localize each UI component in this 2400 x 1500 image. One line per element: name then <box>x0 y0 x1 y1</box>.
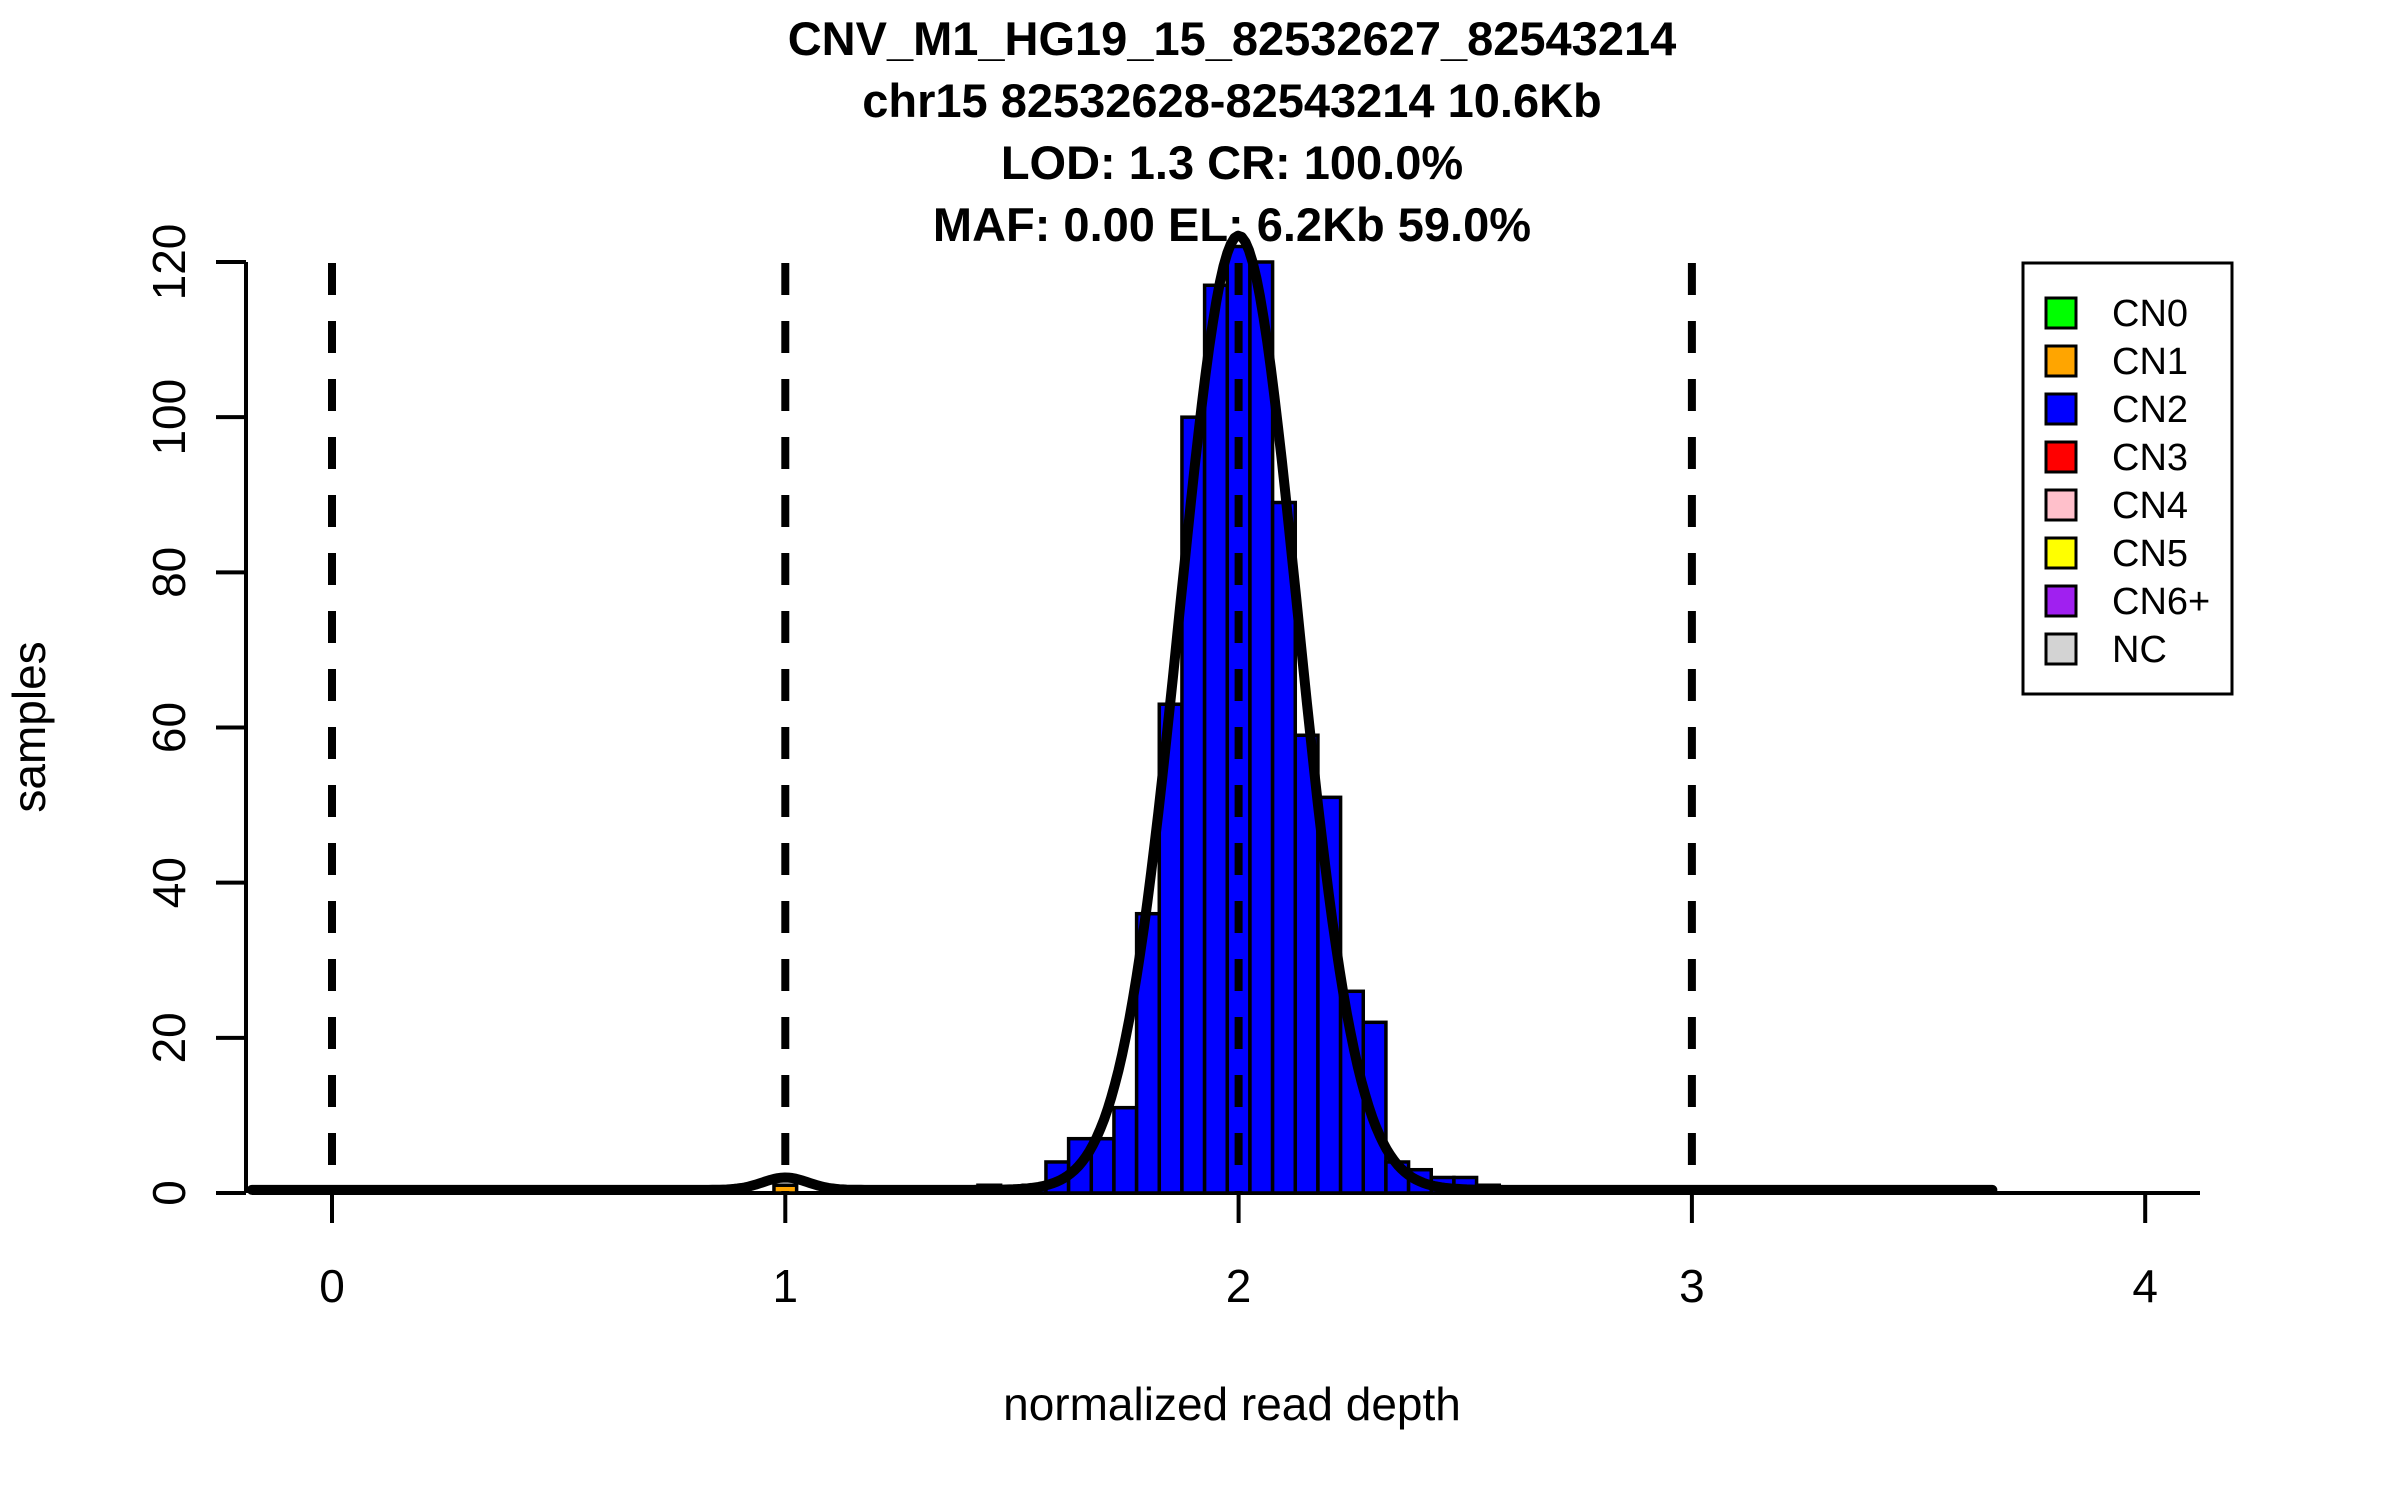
legend-label-nc: NC <box>2112 629 2167 671</box>
legend-label-cn1: CN1 <box>2112 341 2188 383</box>
x-axis-label: normalized read depth <box>1003 1378 1461 1430</box>
legend-swatch-cn3 <box>2044 440 2078 474</box>
legend-swatch-cn4 <box>2044 488 2078 522</box>
histogram-bar-cn2 <box>1270 500 1298 1195</box>
x-tick-label: 2 <box>1226 1260 1252 1312</box>
histogram-bar-cn2 <box>1361 1020 1388 1195</box>
plot-content: 0 1 2 3 4020406080100120CN0CN1CN2CN3CN4CN5CN… <box>143 224 2234 1312</box>
legend-label-cn5: CN5 <box>2112 533 2188 575</box>
x-tick-label: 3 <box>1679 1260 1705 1312</box>
histogram-bar-cn2 <box>1112 1105 1139 1195</box>
density-curve <box>246 230 1998 1195</box>
legend-swatch-cn1 <box>2044 344 2078 378</box>
chart-title-line-3: LOD: 1.3 CR: 100.0% <box>1001 136 1463 189</box>
legend-swatch-nc <box>2044 632 2078 666</box>
x-tick-label: 4 <box>2132 1260 2158 1312</box>
histogram-bar-cn2 <box>1248 260 1275 1195</box>
y-tick-label: 20 <box>143 1012 195 1063</box>
legend-label-cn2: CN2 <box>2112 389 2188 431</box>
y-tick-label: 40 <box>143 857 195 908</box>
legend-box <box>2021 261 2234 696</box>
y-axis-label: samples <box>3 641 55 812</box>
legend-label-cn0: CN0 <box>2112 293 2188 335</box>
x-tick-label: 1 <box>773 1260 799 1312</box>
chart-title-line-1: CNV_M1_HG19_15_82532627_82543214 <box>788 12 1677 65</box>
x-tick-label: 0 <box>319 1260 345 1312</box>
y-tick-label: 100 <box>143 379 195 456</box>
y-tick-label: 0 <box>143 1180 195 1206</box>
legend-swatch-cn6plus <box>2044 584 2078 618</box>
y-tick-label: 120 <box>143 224 195 301</box>
legend-swatch-cn5 <box>2044 536 2078 570</box>
legend-label-cn4: CN4 <box>2112 485 2188 527</box>
legend-swatch-cn2 <box>2044 392 2078 426</box>
histogram-bar-cn2 <box>1202 283 1230 1195</box>
legend-swatch-cn0 <box>2044 296 2078 330</box>
legend-label-cn6plus: CN6+ <box>2112 581 2210 623</box>
chart-title-line-2: chr15 82532628-82543214 10.6Kb <box>862 74 1602 127</box>
y-tick-label: 60 <box>143 702 195 753</box>
y-tick-label: 80 <box>143 547 195 598</box>
legend-label-cn3: CN3 <box>2112 437 2188 479</box>
